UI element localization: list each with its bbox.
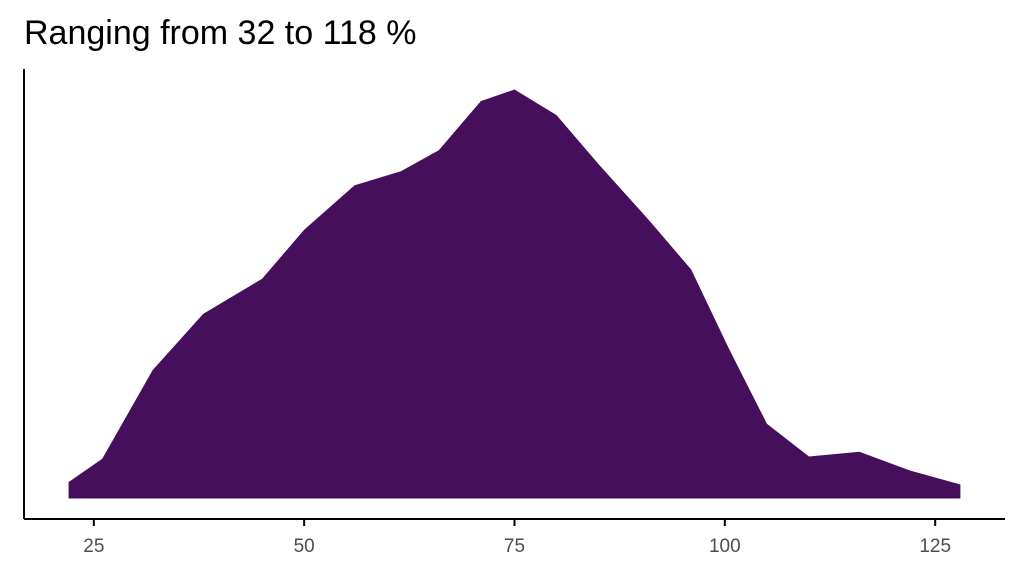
density-area xyxy=(68,89,961,499)
x-tick-label: 75 xyxy=(504,536,525,557)
x-tick-label: 25 xyxy=(83,536,104,557)
x-tick-label: 125 xyxy=(919,536,951,557)
chart-title: Ranging from 32 to 118 % xyxy=(24,14,417,52)
x-tick-label: 50 xyxy=(294,536,315,557)
x-tick-label: 100 xyxy=(709,536,741,557)
